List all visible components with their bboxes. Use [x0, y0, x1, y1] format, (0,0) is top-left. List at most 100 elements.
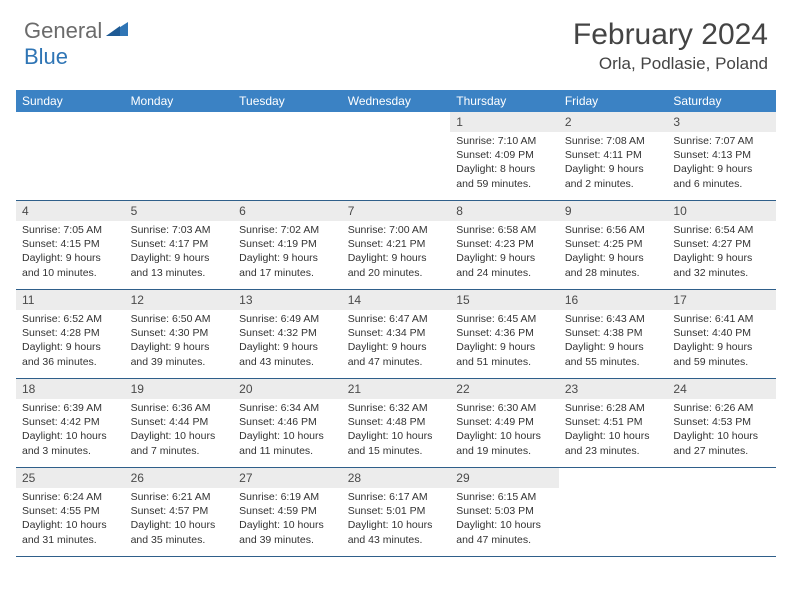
sunset-text: Sunset: 4:28 PM — [22, 326, 119, 340]
sunset-text: Sunset: 4:59 PM — [239, 504, 336, 518]
day-cell: 2Sunrise: 7:08 AMSunset: 4:11 PMDaylight… — [559, 112, 668, 200]
day-cell: 11Sunrise: 6:52 AMSunset: 4:28 PMDayligh… — [16, 290, 125, 378]
sunrise-text: Sunrise: 6:58 AM — [456, 223, 553, 237]
dow-cell: Sunday — [16, 90, 125, 112]
day-cell — [667, 468, 776, 556]
sunset-text: Sunset: 4:23 PM — [456, 237, 553, 251]
daylight-text: Daylight: 10 hours and 39 minutes. — [239, 518, 336, 546]
sunset-text: Sunset: 5:01 PM — [348, 504, 445, 518]
day-number: 4 — [16, 201, 125, 221]
sunrise-text: Sunrise: 6:43 AM — [565, 312, 662, 326]
daylight-text: Daylight: 10 hours and 11 minutes. — [239, 429, 336, 457]
day-cell: 28Sunrise: 6:17 AMSunset: 5:01 PMDayligh… — [342, 468, 451, 556]
daylight-text: Daylight: 9 hours and 28 minutes. — [565, 251, 662, 279]
daylight-text: Daylight: 9 hours and 6 minutes. — [673, 162, 770, 190]
day-cell: 5Sunrise: 7:03 AMSunset: 4:17 PMDaylight… — [125, 201, 234, 289]
sunrise-text: Sunrise: 7:03 AM — [131, 223, 228, 237]
dow-cell: Tuesday — [233, 90, 342, 112]
daylight-text: Daylight: 9 hours and 47 minutes. — [348, 340, 445, 368]
sunset-text: Sunset: 4:44 PM — [131, 415, 228, 429]
day-number: 9 — [559, 201, 668, 221]
sunrise-text: Sunrise: 6:54 AM — [673, 223, 770, 237]
day-number: 28 — [342, 468, 451, 488]
day-cell: 1Sunrise: 7:10 AMSunset: 4:09 PMDaylight… — [450, 112, 559, 200]
day-content: Sunrise: 6:41 AMSunset: 4:40 PMDaylight:… — [667, 310, 776, 375]
days-of-week-row: SundayMondayTuesdayWednesdayThursdayFrid… — [16, 90, 776, 112]
sunset-text: Sunset: 4:13 PM — [673, 148, 770, 162]
day-content: Sunrise: 6:56 AMSunset: 4:25 PMDaylight:… — [559, 221, 668, 286]
sunrise-text: Sunrise: 6:41 AM — [673, 312, 770, 326]
sunrise-text: Sunrise: 6:19 AM — [239, 490, 336, 504]
day-content: Sunrise: 6:45 AMSunset: 4:36 PMDaylight:… — [450, 310, 559, 375]
daylight-text: Daylight: 9 hours and 43 minutes. — [239, 340, 336, 368]
day-cell: 10Sunrise: 6:54 AMSunset: 4:27 PMDayligh… — [667, 201, 776, 289]
sunset-text: Sunset: 4:36 PM — [456, 326, 553, 340]
daylight-text: Daylight: 10 hours and 35 minutes. — [131, 518, 228, 546]
day-cell: 6Sunrise: 7:02 AMSunset: 4:19 PMDaylight… — [233, 201, 342, 289]
logo: General — [24, 18, 130, 44]
day-content: Sunrise: 7:10 AMSunset: 4:09 PMDaylight:… — [450, 132, 559, 197]
daylight-text: Daylight: 9 hours and 13 minutes. — [131, 251, 228, 279]
day-number: 20 — [233, 379, 342, 399]
day-cell: 15Sunrise: 6:45 AMSunset: 4:36 PMDayligh… — [450, 290, 559, 378]
day-number: 21 — [342, 379, 451, 399]
month-title: February 2024 — [573, 18, 768, 52]
day-number: 29 — [450, 468, 559, 488]
day-content: Sunrise: 7:08 AMSunset: 4:11 PMDaylight:… — [559, 132, 668, 197]
daylight-text: Daylight: 9 hours and 24 minutes. — [456, 251, 553, 279]
day-cell: 26Sunrise: 6:21 AMSunset: 4:57 PMDayligh… — [125, 468, 234, 556]
logo-text-blue: Blue — [24, 44, 68, 69]
dow-cell: Monday — [125, 90, 234, 112]
day-number: 14 — [342, 290, 451, 310]
day-cell: 4 Sunrise: 7:05 AMSunset: 4:15 PMDaylight… — [16, 201, 125, 289]
sunset-text: Sunset: 4:21 PM — [348, 237, 445, 251]
sunrise-text: Sunrise: 6:17 AM — [348, 490, 445, 504]
sunrise-text: Sunrise: 6:24 AM — [22, 490, 119, 504]
sunset-text: Sunset: 4:53 PM — [673, 415, 770, 429]
day-number: 25 — [16, 468, 125, 488]
week-row: 18Sunrise: 6:39 AMSunset: 4:42 PMDayligh… — [16, 379, 776, 468]
sunset-text: Sunset: 4:48 PM — [348, 415, 445, 429]
sunset-text: Sunset: 4:32 PM — [239, 326, 336, 340]
day-content: Sunrise: 6:49 AMSunset: 4:32 PMDaylight:… — [233, 310, 342, 375]
daylight-text: Daylight: 9 hours and 36 minutes. — [22, 340, 119, 368]
day-cell: 20Sunrise: 6:34 AMSunset: 4:46 PMDayligh… — [233, 379, 342, 467]
day-number: 5 — [125, 201, 234, 221]
day-number: 2 — [559, 112, 668, 132]
day-number: 12 — [125, 290, 234, 310]
day-cell — [559, 468, 668, 556]
day-number: 16 — [559, 290, 668, 310]
header: General February 2024 Orla, Podlasie, Po… — [0, 0, 792, 82]
sunset-text: Sunset: 4:15 PM — [22, 237, 119, 251]
day-cell: 17Sunrise: 6:41 AMSunset: 4:40 PMDayligh… — [667, 290, 776, 378]
day-cell — [16, 112, 125, 200]
sunrise-text: Sunrise: 6:47 AM — [348, 312, 445, 326]
day-content: Sunrise: 6:19 AMSunset: 4:59 PMDaylight:… — [233, 488, 342, 553]
day-cell — [342, 112, 451, 200]
daylight-text: Daylight: 10 hours and 7 minutes. — [131, 429, 228, 457]
sunrise-text: Sunrise: 7:00 AM — [348, 223, 445, 237]
sunset-text: Sunset: 4:34 PM — [348, 326, 445, 340]
sunset-text: Sunset: 4:25 PM — [565, 237, 662, 251]
daylight-text: Daylight: 9 hours and 10 minutes. — [22, 251, 119, 279]
sunrise-text: Sunrise: 7:02 AM — [239, 223, 336, 237]
daylight-text: Daylight: 10 hours and 31 minutes. — [22, 518, 119, 546]
day-number: 7 — [342, 201, 451, 221]
day-number: 27 — [233, 468, 342, 488]
day-cell: 18Sunrise: 6:39 AMSunset: 4:42 PMDayligh… — [16, 379, 125, 467]
sunset-text: Sunset: 4:51 PM — [565, 415, 662, 429]
day-cell — [233, 112, 342, 200]
sunrise-text: Sunrise: 7:10 AM — [456, 134, 553, 148]
daylight-text: Daylight: 10 hours and 47 minutes. — [456, 518, 553, 546]
sunrise-text: Sunrise: 6:52 AM — [22, 312, 119, 326]
dow-cell: Saturday — [667, 90, 776, 112]
sunrise-text: Sunrise: 6:45 AM — [456, 312, 553, 326]
weeks-container: 1Sunrise: 7:10 AMSunset: 4:09 PMDaylight… — [16, 112, 776, 557]
day-content: Sunrise: 6:28 AMSunset: 4:51 PMDaylight:… — [559, 399, 668, 464]
sunrise-text: Sunrise: 7:05 AM — [22, 223, 119, 237]
day-content: Sunrise: 7:03 AMSunset: 4:17 PMDaylight:… — [125, 221, 234, 286]
day-number: 15 — [450, 290, 559, 310]
sunrise-text: Sunrise: 7:07 AM — [673, 134, 770, 148]
day-content: Sunrise: 6:39 AMSunset: 4:42 PMDaylight:… — [16, 399, 125, 464]
day-content: Sunrise: 6:50 AMSunset: 4:30 PMDaylight:… — [125, 310, 234, 375]
